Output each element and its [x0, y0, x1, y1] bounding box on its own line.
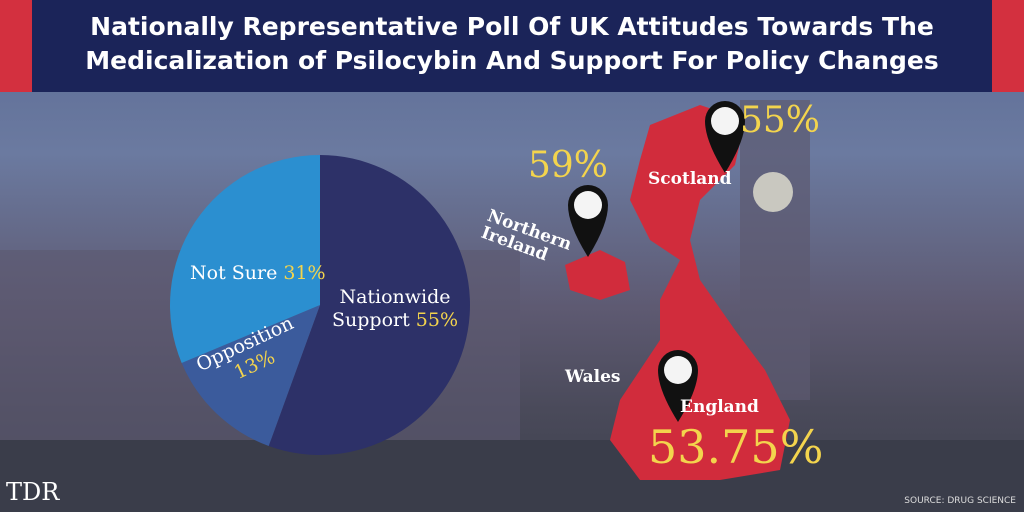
region-value: 59%	[528, 145, 609, 186]
pins	[568, 101, 745, 422]
map-ni	[565, 250, 630, 300]
pie-slice	[181, 305, 320, 446]
slice-label: Nationwide Support 55%	[330, 286, 460, 332]
header-accent	[0, 0, 32, 92]
pie-slice	[169, 155, 320, 363]
category-label: Nationwide Support	[331, 286, 451, 331]
slice-label: Not Sure 31%	[190, 262, 330, 285]
title: Nationally Representative Poll Of UK Att…	[85, 12, 939, 75]
clock	[753, 172, 793, 212]
region-name: England	[680, 397, 759, 417]
pie-slice	[268, 155, 470, 455]
logo: TDR	[6, 478, 60, 506]
category-label: Not Sure	[190, 262, 278, 284]
clock-tower	[740, 100, 810, 400]
map-gb	[610, 105, 790, 480]
value-label: 31%	[283, 262, 326, 284]
value-label: 55%	[415, 309, 459, 331]
header	[0, 0, 1024, 92]
region-name: Scotland	[648, 169, 732, 189]
source: SOURCE: DRUG SCIENCE	[904, 496, 1016, 506]
region-value: 55%	[740, 100, 821, 141]
header-accent	[992, 0, 1024, 92]
region-value: 53.75%	[648, 420, 824, 474]
region-name: Wales	[565, 367, 621, 387]
road	[0, 440, 1024, 512]
